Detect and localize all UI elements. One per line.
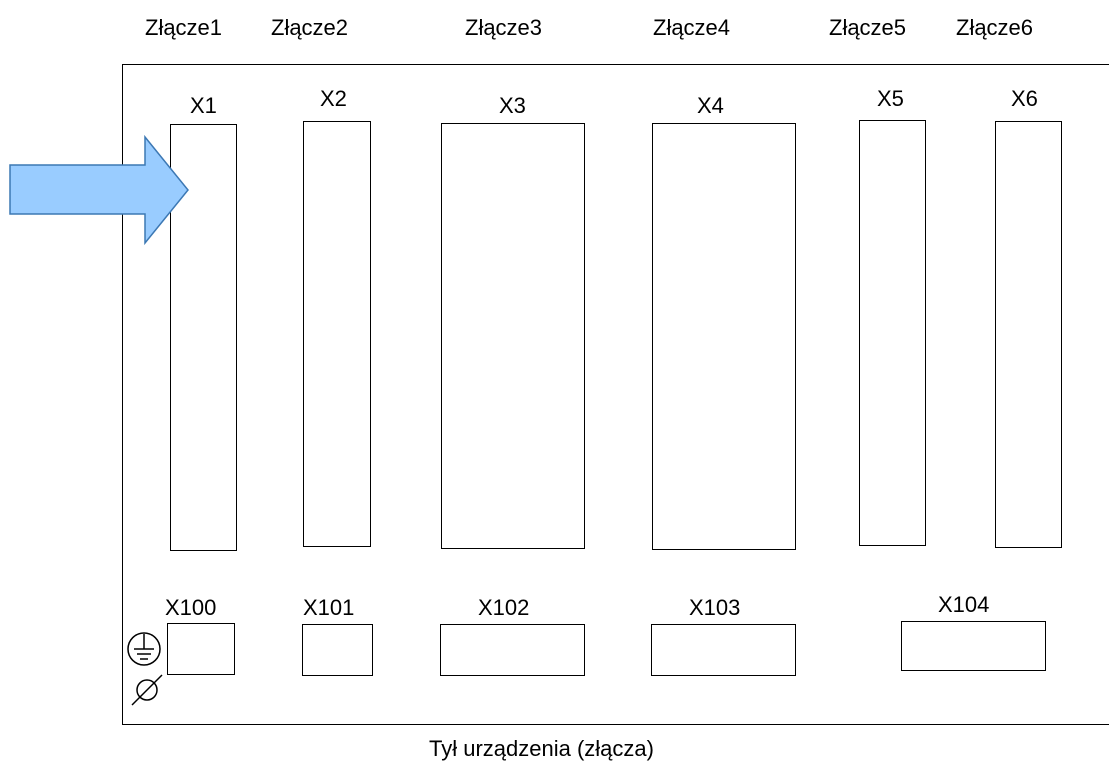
header-zlacze1: Złącze1 <box>145 15 223 40</box>
connector-x102 <box>440 624 585 676</box>
connector-x3 <box>441 123 585 549</box>
label-x100: X100 <box>165 595 217 620</box>
label-x104: X104 <box>938 592 990 617</box>
label-x5: X5 <box>877 86 904 111</box>
diagram-caption: Tył urządzenia (złącza) <box>429 736 654 761</box>
header-zlacze3: Złącze3 <box>465 15 543 40</box>
header-zlacze4: Złącze4 <box>653 15 731 40</box>
connector-x101 <box>302 624 373 676</box>
connector-x6 <box>995 121 1062 548</box>
label-x101: X101 <box>303 595 355 620</box>
connector-x104 <box>901 621 1046 671</box>
connector-x100 <box>167 623 235 675</box>
earth-ground-icon <box>127 632 161 666</box>
connector-x2 <box>303 121 371 547</box>
diameter-icon <box>131 674 163 706</box>
label-x6: X6 <box>1011 86 1038 111</box>
header-zlacze2: Złącze2 <box>271 15 349 40</box>
label-x2: X2 <box>320 86 347 111</box>
label-x102: X102 <box>478 595 530 620</box>
header-zlacze6: Złącze6 <box>956 15 1034 40</box>
connector-x4 <box>652 123 796 550</box>
connector-x5 <box>859 120 926 546</box>
arrow-right-icon <box>9 134 189 246</box>
label-x1: X1 <box>190 93 217 118</box>
label-x103: X103 <box>689 595 741 620</box>
device-back-panel <box>122 64 1109 725</box>
label-x3: X3 <box>499 93 526 118</box>
label-x4: X4 <box>697 93 724 118</box>
header-zlacze5: Złącze5 <box>829 15 907 40</box>
connector-x103 <box>651 624 796 676</box>
